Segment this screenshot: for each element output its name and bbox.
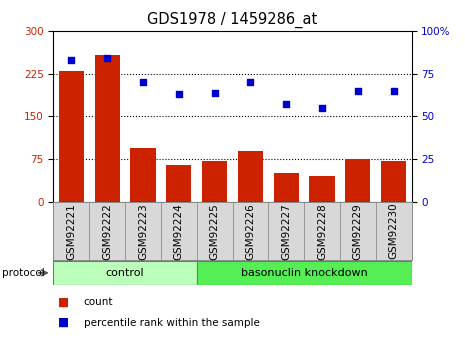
Point (103, 56, 111, 61)
Bar (197, 261, 412, 285)
Text: GSM92227: GSM92227 (281, 203, 291, 259)
Point (246, 80, 254, 85)
Text: GSM92222: GSM92222 (102, 203, 112, 259)
Text: percentile rank within the sample: percentile rank within the sample (84, 318, 259, 327)
Text: GSM92223: GSM92223 (138, 203, 148, 259)
Bar (376, 202, 412, 260)
Bar (59, 71, 84, 202)
Text: GSM92224: GSM92224 (174, 203, 184, 259)
Text: ■: ■ (58, 316, 69, 329)
Text: ■: ■ (58, 295, 69, 308)
Bar (202, 161, 227, 202)
Bar (53, 261, 197, 285)
Bar (340, 202, 376, 260)
Point (67, 57, 75, 63)
Bar (268, 202, 304, 260)
Text: GSM92225: GSM92225 (210, 203, 219, 259)
Bar (274, 173, 299, 202)
Point (354, 88, 361, 93)
Bar (131, 148, 155, 202)
Text: GSM92230: GSM92230 (389, 203, 399, 259)
Text: GSM92228: GSM92228 (317, 203, 327, 259)
Text: GSM92221: GSM92221 (66, 203, 76, 259)
Bar (89, 202, 125, 260)
Point (390, 88, 397, 93)
Text: count: count (84, 297, 113, 307)
Text: basonuclin knockdown: basonuclin knockdown (241, 268, 367, 278)
Bar (381, 161, 406, 202)
Bar (310, 176, 334, 202)
Bar (125, 202, 161, 260)
Text: protocol: protocol (2, 268, 45, 278)
Text: GSM92226: GSM92226 (246, 203, 255, 259)
Bar (197, 202, 232, 260)
Text: control: control (106, 268, 145, 278)
Bar (95, 55, 120, 202)
Point (318, 105, 325, 111)
Point (211, 90, 218, 95)
Point (175, 91, 182, 97)
Bar (304, 202, 340, 260)
Point (139, 80, 146, 85)
Bar (345, 159, 370, 202)
Bar (166, 165, 191, 202)
Text: GSM92229: GSM92229 (353, 203, 363, 259)
Bar (232, 202, 268, 260)
Bar (53, 202, 89, 260)
Text: GDS1978 / 1459286_at: GDS1978 / 1459286_at (147, 12, 318, 28)
Bar (161, 202, 197, 260)
Bar (238, 151, 263, 202)
Point (282, 102, 290, 107)
